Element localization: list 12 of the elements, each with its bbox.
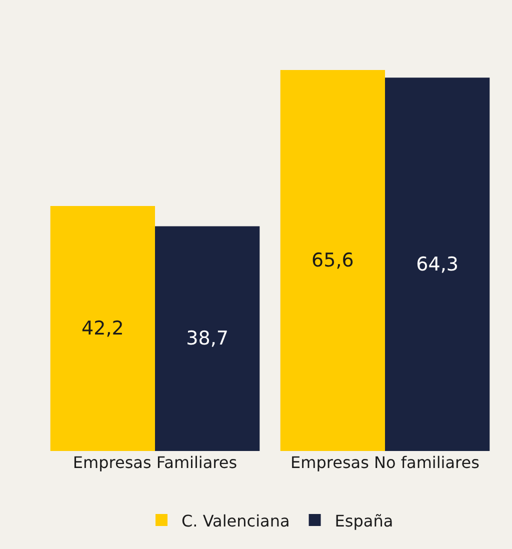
data-label: 64,3 [416,253,458,276]
legend-label: España [334,511,394,530]
bar [280,70,385,451]
bar [155,226,260,451]
x-tick-label: Empresas Familiares [72,453,238,472]
data-label: 42,2 [82,317,124,340]
bar [385,78,490,451]
data-label: 38,7 [186,328,228,350]
legend-label: C. Valenciana [182,511,290,530]
data-label: 65,6 [312,250,354,272]
bar [50,206,155,451]
x-tick-label: Empresas No familiares [290,453,480,472]
